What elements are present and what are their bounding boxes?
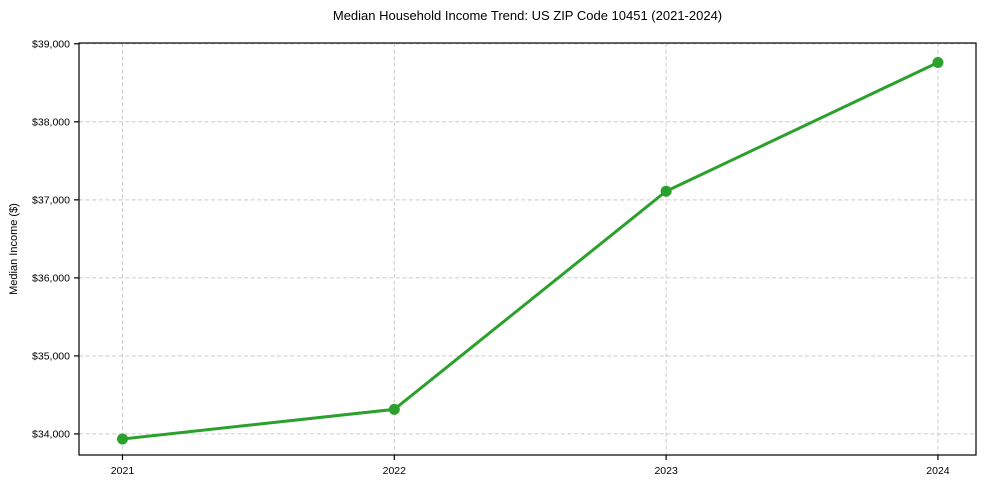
x-tick-label: 2023	[654, 465, 678, 477]
x-tick-label: 2024	[926, 465, 950, 477]
data-point-marker	[116, 433, 128, 445]
data-point-marker	[388, 403, 400, 415]
y-tick-label: $37,000	[32, 194, 70, 206]
data-point-marker	[660, 185, 672, 197]
trend-line	[120, 61, 940, 441]
y-tick-label: $38,000	[32, 116, 70, 128]
y-tick-label: $35,000	[32, 350, 70, 362]
x-tick-label: 2022	[383, 465, 407, 477]
data-point-marker	[932, 57, 944, 69]
y-tick-label: $36,000	[32, 272, 70, 284]
x-tick-label: 2021	[111, 465, 135, 477]
y-tick-label: $39,000	[32, 38, 70, 50]
y-tick-label: $34,000	[32, 428, 70, 440]
y-axis-label: Median Income ($)	[8, 203, 20, 295]
plot-frame	[78, 42, 977, 456]
chart-title: Median Household Income Trend: US ZIP Co…	[332, 8, 723, 23]
